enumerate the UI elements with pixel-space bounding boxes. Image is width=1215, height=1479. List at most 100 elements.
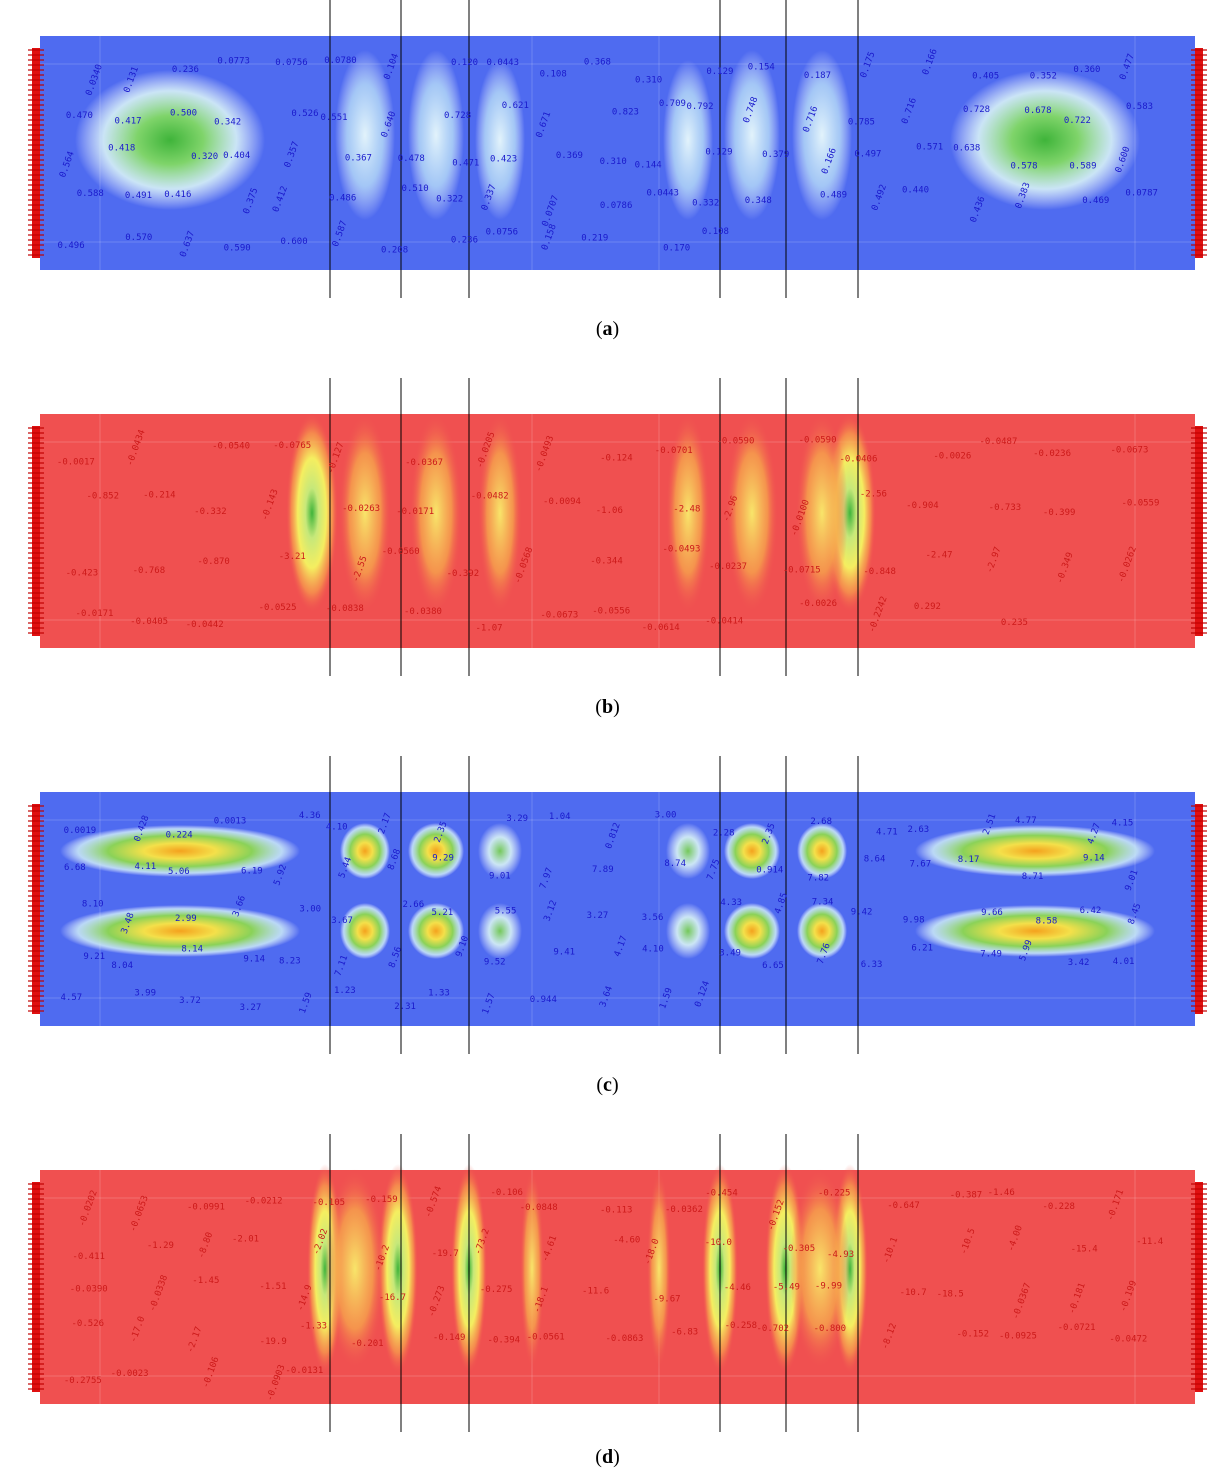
value-label: -15.4: [1071, 1244, 1098, 1254]
value-label: -0.152: [956, 1330, 989, 1340]
value-label: 6.33: [861, 960, 883, 970]
value-label: 0.914: [756, 865, 783, 875]
value-label: 0.170: [663, 243, 690, 253]
value-label: 0.496: [58, 241, 85, 251]
value-label: 0.728: [963, 105, 990, 115]
contour-blob-c-7: [408, 903, 464, 959]
contour-blob-b-7: [796, 413, 848, 613]
value-label: 0.486: [329, 193, 356, 203]
contour-blob-b-0: [286, 413, 338, 613]
value-label: 8.14: [181, 945, 203, 955]
support-left-c: [28, 804, 44, 1014]
value-label: 4.57: [61, 993, 83, 1003]
value-label: -0.0131: [285, 1366, 323, 1376]
caption-b: (b): [595, 696, 620, 718]
value-label: 0.621: [502, 101, 529, 111]
value-label: 0.0443: [487, 58, 520, 68]
value-label: -0.332: [194, 507, 227, 517]
value-label: 0.379: [762, 150, 789, 160]
contour-blob-b-3: [410, 413, 462, 613]
value-label: 2.63: [908, 825, 930, 835]
value-label: -1.51: [259, 1282, 286, 1292]
value-label: 9.21: [83, 952, 105, 962]
caption-d: (d): [595, 1446, 620, 1468]
value-label: -0.0614: [642, 623, 680, 633]
value-label: 0.108: [702, 227, 729, 237]
value-label: 9.66: [981, 908, 1003, 918]
value-label: -0.0590: [716, 436, 754, 446]
value-label: 0.310: [600, 157, 627, 167]
value-label: 0.236: [172, 65, 199, 75]
panel-a: 0.0340 0.131 0.236 0.0773 0.0756 0.0780 0.104 0…: [0, 0, 1215, 360]
contour-blob-c-15: [797, 903, 847, 959]
value-label: -0.228: [1042, 1202, 1075, 1212]
value-label: -3.21: [279, 552, 306, 562]
value-label: 9.01: [489, 871, 511, 881]
value-label: -0.0380: [404, 607, 442, 617]
value-label: -0.0390: [70, 1284, 108, 1294]
contour-blob-b-5: [666, 413, 710, 613]
value-label: 2.66: [402, 900, 424, 910]
value-label: -19.9: [260, 1337, 287, 1347]
value-label: -0.0493: [662, 545, 700, 555]
value-label: 8.17: [958, 855, 980, 865]
contour-blob-b-2: [339, 413, 391, 613]
value-label: -2.56: [860, 489, 887, 499]
value-label: 0.470: [66, 111, 93, 121]
support-left-a: [28, 48, 44, 258]
value-label: 0.570: [125, 233, 152, 243]
value-label: 1.04: [549, 812, 571, 822]
support-right-b: [1191, 426, 1207, 636]
contour-plot-d: -0.0202 -0.0653 -0.0991-0.0212 -0.105 -0.159…: [28, 1134, 1207, 1432]
value-label: -0.392: [447, 569, 480, 579]
value-label: 0.348: [745, 196, 772, 206]
value-label: 0.120: [451, 58, 478, 68]
value-label: 0.417: [114, 117, 141, 127]
value-label: -0.0405: [130, 617, 168, 627]
value-label: -0.124: [600, 454, 633, 464]
value-label: 0.219: [581, 233, 608, 243]
value-label: -1.33: [300, 1321, 327, 1331]
value-label: 4.15: [1112, 819, 1134, 829]
value-label: 7.82: [807, 874, 829, 884]
value-label: -0.2755: [64, 1376, 102, 1386]
value-label: -0.394: [488, 1335, 521, 1345]
value-label: 0.292: [914, 602, 941, 612]
value-label: 8.64: [864, 854, 886, 864]
value-label: 8.10: [82, 900, 104, 910]
contour-field-c: [60, 823, 1155, 959]
value-label: 3.72: [179, 996, 201, 1006]
contour-blob-c-9: [478, 903, 522, 959]
value-label: 0.571: [916, 143, 943, 153]
value-label: -0.0212: [245, 1196, 283, 1206]
value-label: -0.0715: [783, 566, 821, 576]
contour-blob-c-13: [724, 903, 780, 959]
contour-field-b: [286, 413, 876, 613]
value-label: -0.0026: [799, 599, 837, 609]
value-label: 0.0443: [646, 189, 679, 199]
contour-blob-b-4: [478, 413, 522, 613]
value-label: -1.29: [147, 1241, 174, 1251]
value-label: -0.870: [197, 557, 230, 567]
value-label: 2.28: [713, 828, 735, 838]
value-label: -6.83: [671, 1327, 698, 1337]
value-label: -0.0765: [273, 441, 311, 451]
value-label: -0.258: [725, 1321, 758, 1331]
value-label: 0.0019: [64, 826, 97, 836]
value-label: 0.342: [214, 117, 241, 127]
value-label: -0.0362: [665, 1205, 703, 1215]
value-label: -4.93: [827, 1250, 854, 1260]
value-label: -0.0367: [405, 458, 443, 468]
contour-blob-d-8: [325, 1169, 385, 1369]
value-label: -0.105: [313, 1198, 346, 1208]
value-label: -0.305: [783, 1244, 816, 1254]
value-label: -5.49: [773, 1283, 800, 1293]
value-label: 0.332: [692, 198, 719, 208]
value-label: -0.387: [950, 1191, 983, 1201]
value-label: -0.647: [887, 1201, 920, 1211]
support-right-c: [1191, 804, 1207, 1014]
value-label: 3.99: [134, 989, 156, 999]
contour-blob-a-5: [663, 60, 713, 220]
